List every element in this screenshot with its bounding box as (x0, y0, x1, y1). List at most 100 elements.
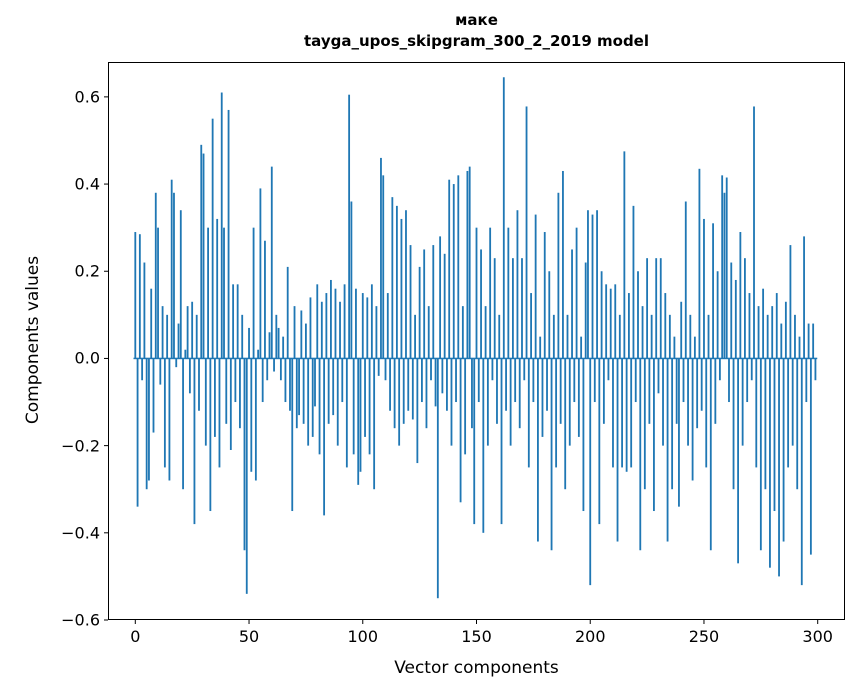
bar (177, 323, 180, 359)
bar (380, 157, 382, 359)
bar (687, 358, 689, 446)
bar (730, 262, 733, 359)
bar (207, 227, 209, 359)
bar (398, 358, 401, 446)
bar (630, 358, 633, 468)
bar (800, 358, 803, 586)
bar (168, 358, 171, 481)
bar (134, 232, 137, 359)
bar (407, 358, 410, 411)
bar (489, 227, 492, 359)
bar (696, 358, 699, 429)
bar (766, 314, 769, 359)
bar (725, 177, 728, 359)
bar (698, 168, 701, 359)
bar (723, 192, 726, 359)
bar (680, 301, 683, 359)
bar (684, 201, 687, 359)
bar (382, 175, 385, 359)
bar (179, 210, 182, 359)
bar (400, 218, 403, 359)
bar (295, 358, 298, 429)
bar (718, 358, 721, 381)
bar (643, 358, 646, 490)
bar (552, 314, 555, 359)
bar (814, 358, 817, 381)
bar (523, 358, 526, 381)
bar (270, 166, 273, 359)
bar (273, 358, 275, 372)
bar (375, 306, 378, 359)
bar (173, 192, 175, 359)
bar (589, 358, 592, 586)
bar (266, 358, 269, 381)
bar (741, 358, 744, 446)
bar (623, 151, 626, 359)
bar (182, 358, 184, 490)
bar (220, 92, 223, 359)
bar (391, 197, 394, 359)
bar (748, 293, 751, 359)
bar (580, 336, 583, 359)
bar (441, 358, 444, 394)
bar (421, 358, 423, 403)
bar (562, 170, 564, 359)
bar (475, 227, 478, 359)
bar (298, 358, 300, 416)
bar (466, 170, 469, 359)
x-tick-label: 100 (347, 627, 379, 646)
bar (705, 358, 708, 468)
bar (152, 358, 155, 433)
bar (737, 358, 739, 564)
bar (493, 258, 496, 359)
bar (191, 301, 194, 359)
bar (150, 288, 153, 359)
bar (650, 314, 653, 359)
bar (648, 358, 651, 424)
bar (323, 358, 326, 516)
bar (138, 234, 141, 359)
y-tick-label: 0.2 (74, 261, 100, 281)
bar (482, 358, 485, 533)
bar (627, 293, 630, 359)
x-tick-label: 0 (130, 627, 141, 646)
bar (245, 358, 248, 594)
bar (446, 358, 448, 411)
bar (309, 297, 312, 359)
bar (703, 218, 705, 359)
bar (395, 205, 398, 359)
bar (241, 314, 244, 359)
bar (757, 306, 760, 359)
bar (771, 306, 774, 359)
bar (439, 236, 442, 359)
bar (762, 288, 765, 359)
bar (334, 288, 337, 359)
bar (248, 327, 250, 359)
bar (352, 358, 355, 455)
bar (163, 358, 166, 468)
bar (798, 336, 801, 359)
bar (234, 358, 237, 403)
bar (537, 358, 539, 542)
bar (461, 306, 464, 359)
bar (254, 358, 257, 481)
bar (327, 358, 330, 424)
bar (668, 314, 671, 359)
bar (291, 358, 294, 512)
bar (753, 106, 755, 359)
bar (775, 293, 778, 359)
bar (304, 323, 307, 359)
bar (498, 314, 501, 359)
bar (530, 293, 532, 359)
bar (750, 358, 753, 381)
bar (548, 271, 551, 359)
bar (282, 336, 285, 359)
bar (759, 358, 762, 551)
bar (307, 358, 310, 446)
bar (157, 227, 159, 359)
bar (577, 358, 580, 437)
bar (264, 240, 266, 359)
bar (764, 358, 767, 490)
bar (471, 358, 473, 429)
